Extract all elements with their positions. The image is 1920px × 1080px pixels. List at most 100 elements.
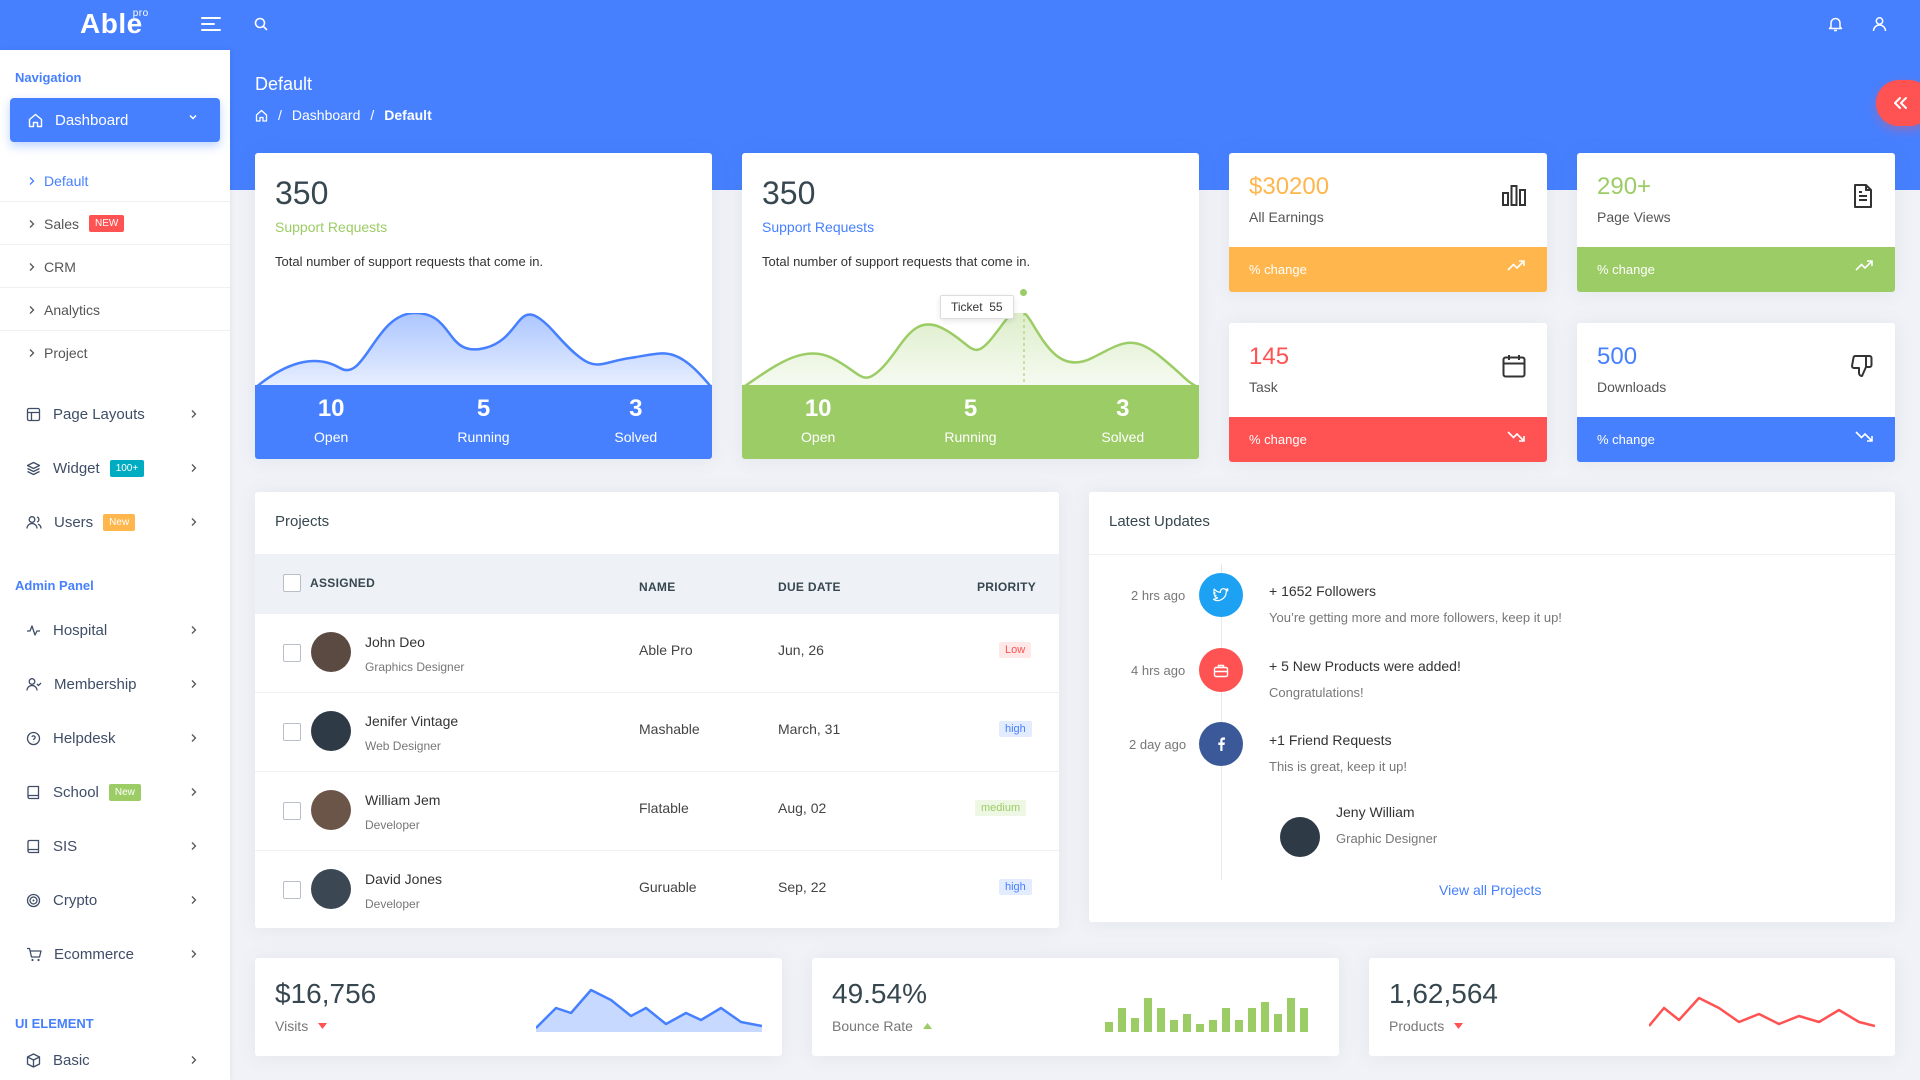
view-all-projects-link[interactable]: View all Projects <box>1439 882 1542 898</box>
divider <box>1089 554 1895 555</box>
avatar <box>311 711 351 751</box>
stat-running: 5 Running <box>944 395 997 445</box>
sidebar-item-page-layouts[interactable]: Page Layouts <box>0 394 230 434</box>
customizer-toggle-button[interactable] <box>1876 80 1920 126</box>
app-logo[interactable]: Able pro <box>80 8 149 39</box>
sidebar-subitem-analytics[interactable]: Analytics <box>0 289 230 331</box>
support-wave-chart <box>742 313 1199 388</box>
count-badge: 100+ <box>109 459 145 477</box>
visits-sparkline <box>536 988 762 1032</box>
row-checkbox[interactable] <box>283 723 301 741</box>
priority-badge: high <box>999 879 1032 895</box>
top-navbar: Able pro <box>0 0 1920 50</box>
bar-chart-icon <box>1501 183 1527 207</box>
sidebar-item-membership[interactable]: Membership <box>0 664 230 704</box>
priority-badge: Low <box>999 642 1032 658</box>
chevron-right-icon <box>190 625 198 635</box>
bounce-rate-label: Bounce Rate <box>832 1018 932 1034</box>
update-time: 2 day ago <box>1129 737 1187 752</box>
table-row[interactable]: William Jem Developer Flatable Aug, 02 m… <box>255 772 1059 851</box>
chevron-right-icon <box>28 219 36 229</box>
home-icon[interactable] <box>255 109 268 122</box>
table-row[interactable]: David Jones Developer Guruable Sep, 22 h… <box>255 851 1059 928</box>
sidebar-item-users[interactable]: Users New <box>0 502 230 542</box>
chevron-right-icon <box>28 348 36 358</box>
bell-icon[interactable] <box>1828 16 1843 32</box>
sidebar-caption-ui-element: UI ELEMENT <box>15 1016 94 1031</box>
chevron-right-icon <box>190 1055 198 1065</box>
downloads-card: 500 Downloads % change <box>1577 323 1895 462</box>
friend-name[interactable]: Jeny William <box>1336 804 1415 820</box>
column-header-due-date[interactable]: DUE DATE <box>778 580 841 594</box>
table-header: ASSIGNED NAME DUE DATE PRIORITY <box>255 554 1059 614</box>
update-title: +1 Friend Requests <box>1269 732 1392 748</box>
update-time: 4 hrs ago <box>1131 663 1186 678</box>
sidebar-item-dashboard[interactable]: Dashboard <box>10 98 220 142</box>
sidebar-item-label: Dashboard <box>55 111 129 129</box>
caret-down-icon <box>318 1023 328 1029</box>
sidebar-subitem-project[interactable]: Project <box>0 332 230 374</box>
avatar <box>311 790 351 830</box>
table-row[interactable]: John Deo Graphics Designer Able Pro Jun,… <box>255 614 1059 693</box>
column-header-name[interactable]: NAME <box>639 580 676 594</box>
caret-down-icon <box>1454 1023 1464 1029</box>
select-all-checkbox[interactable] <box>283 574 301 592</box>
new-badge: NEW <box>89 215 125 232</box>
sidebar-subitem-sales[interactable]: Sales NEW <box>0 203 230 245</box>
home-icon <box>28 113 43 128</box>
projects-card: Projects ASSIGNED NAME DUE DATE PRIORITY… <box>255 492 1059 928</box>
sidebar-item-ecommerce[interactable]: Ecommerce <box>0 934 230 974</box>
sidebar-item-basic[interactable]: Basic <box>0 1040 230 1080</box>
support-description: Total number of support requests that co… <box>275 254 544 269</box>
sidebar-item-helpdesk[interactable]: Helpdesk <box>0 718 230 758</box>
facebook-icon <box>1199 722 1243 766</box>
sidebar-subitem-default[interactable]: Default <box>0 160 230 202</box>
sidebar-item-widget[interactable]: Widget 100+ <box>0 448 230 488</box>
new-badge: New <box>103 513 136 531</box>
update-description: This is great, keep it up! <box>1269 759 1408 774</box>
chevron-right-icon <box>190 517 198 527</box>
activity-icon <box>26 623 41 638</box>
calendar-icon <box>1501 353 1527 379</box>
column-header-priority[interactable]: PRIORITY <box>977 580 1037 594</box>
page-views-footer: % change <box>1577 247 1895 292</box>
row-checkbox[interactable] <box>283 644 301 662</box>
sidebar-item-school[interactable]: School New <box>0 772 230 812</box>
table-row[interactable]: Jenifer Vintage Web Designer Mashable Ma… <box>255 693 1059 772</box>
file-text-icon <box>1851 183 1875 209</box>
user-icon[interactable] <box>1872 16 1887 32</box>
trending-down-icon <box>1855 430 1873 442</box>
page-title: Default <box>255 74 313 94</box>
latest-updates-card: Latest Updates 2 hrs ago + 1652 Follower… <box>1089 492 1895 922</box>
breadcrumb-dashboard[interactable]: Dashboard <box>291 107 361 123</box>
sidebar-item-crypto[interactable]: Crypto <box>0 880 230 920</box>
products-label: Products <box>1389 1018 1464 1034</box>
box-icon <box>26 1052 41 1068</box>
chevron-right-icon <box>190 733 198 743</box>
chevron-right-icon <box>190 679 198 689</box>
stat-solved: 3 Solved <box>614 395 658 445</box>
menu-toggle-icon[interactable] <box>200 15 222 33</box>
thumbs-down-icon <box>1849 353 1875 379</box>
column-header-assigned[interactable]: ASSIGNED <box>310 576 376 590</box>
assignee-role: Developer <box>365 818 420 832</box>
row-checkbox[interactable] <box>283 881 301 899</box>
search-icon[interactable] <box>254 17 268 31</box>
priority-badge: high <box>999 721 1032 737</box>
support-title: Support Requests <box>275 219 388 235</box>
sidebar-item-sis[interactable]: SIS <box>0 826 230 866</box>
avatar <box>1280 817 1320 857</box>
earnings-value: $30200 <box>1249 173 1330 200</box>
due-date: Sep, 22 <box>778 879 827 895</box>
sidebar-caption-admin-panel: Admin Panel <box>15 578 94 593</box>
task-value: 145 <box>1249 343 1290 370</box>
sidebar-item-hospital[interactable]: Hospital <box>0 610 230 650</box>
earnings-caption: All Earnings <box>1249 209 1324 225</box>
stat-open: 10 Open <box>314 395 349 445</box>
update-description: Congratulations! <box>1269 685 1364 700</box>
sidebar-subitem-crm[interactable]: CRM <box>0 246 230 288</box>
update-title: + 1652 Followers <box>1269 583 1377 599</box>
products-sparkline <box>1649 996 1875 1028</box>
row-checkbox[interactable] <box>283 802 301 820</box>
chevron-right-icon <box>190 895 198 905</box>
